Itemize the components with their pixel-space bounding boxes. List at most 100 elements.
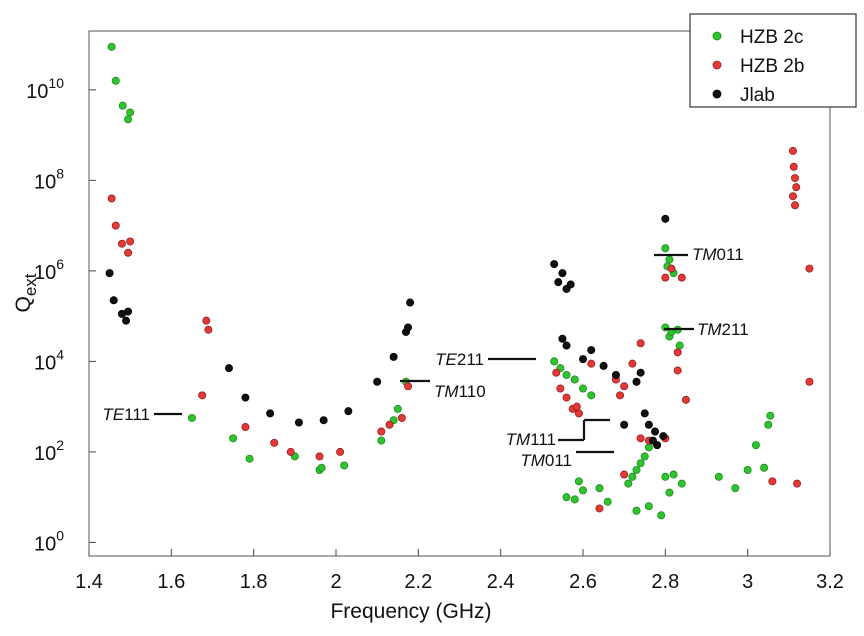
point-hzb-2c [579,486,588,495]
y-axis: 100 102 104 106 108 1010 [26,75,96,555]
point-hzb-2c [229,434,238,443]
point-hzb-2c [562,370,571,379]
legend-label: HZB 2b [740,56,804,77]
point-hzb-2b [673,348,682,357]
y-axis-label: Qext [12,273,40,312]
point-hzb-2c [118,101,127,110]
point-hzb-2b [315,452,324,461]
point-hzb-2c [587,391,596,400]
point-hzb-2c [751,441,760,450]
point-hzb-2b [620,470,629,479]
point-hzb-2c [107,42,116,51]
point-hzb-2b [202,316,211,325]
point-jlab [562,341,571,350]
point-jlab [579,355,588,364]
point-hzb-2b [616,391,625,400]
point-hzb-2b [636,339,645,348]
point-jlab [644,420,653,429]
point-hzb-2c [644,502,653,511]
point-hzb-2c [636,459,645,468]
annotation-tm011: TM011 [692,245,744,264]
point-hzb-2c [665,255,674,264]
point-jlab [632,377,641,386]
point-hzb-2c [245,454,254,463]
point-jlab [241,393,250,402]
point-jlab [611,370,620,379]
annotation-tm211: TM211 [697,320,749,339]
point-hzb-2b [661,273,670,282]
legend-label: Jlab [740,85,775,106]
point-jlab [373,377,382,386]
x-tick-label: 1.6 [157,571,185,593]
point-jlab [659,432,668,441]
point-hzb-2c [661,472,670,481]
point-hzb-2b [587,359,596,368]
point-hzb-2c [632,506,641,515]
point-hzb-2b [385,420,394,429]
legend-marker [712,31,722,41]
x-tick-label: 1.8 [240,571,268,593]
point-hzb-2c [640,452,649,461]
legend-label: HZB 2c [740,27,803,48]
point-hzb-2c [377,436,386,445]
point-hzb-2b [562,393,571,402]
point-hzb-2c [661,244,670,253]
plot-area [88,30,831,557]
annotation-te111: TE111 [102,405,150,424]
x-tick-label: 2 [330,571,341,593]
point-hzb-2c [743,466,752,475]
point-jlab [319,416,328,425]
point-hzb-2c [628,472,637,481]
point-hzb-2b [595,504,604,513]
point-hzb-2c [624,479,633,488]
point-hzb-2b [336,447,345,456]
point-hzb-2c [126,108,135,117]
point-hzb-2c [665,488,674,497]
annotation-tm111: TM111 [506,430,556,449]
point-jlab [124,307,133,316]
annotation-te211: TE211 [435,350,484,369]
point-hzb-2b [241,423,250,432]
x-tick-label: 2.8 [651,571,679,593]
point-hzb-2c [550,357,559,366]
legend-marker [712,89,722,99]
point-jlab [266,409,275,418]
point-hzb-2c [124,115,133,124]
y-tick-label: 106 [34,256,64,284]
point-jlab [550,260,559,269]
point-hzb-2c [570,495,579,504]
point-hzb-2b [286,447,295,456]
annotation-tm011: TM011 [520,451,572,470]
point-jlab [109,296,118,305]
point-jlab [389,352,398,361]
point-jlab [554,278,563,287]
point-jlab [661,214,670,223]
point-hzb-2c [574,477,583,486]
point-hzb-2b [552,368,561,377]
point-hzb-2b [107,194,116,203]
point-hzb-2c [644,443,653,452]
point-hzb-2c [562,493,571,502]
y-tick-label: 108 [34,165,64,193]
point-hzb-2b [789,162,798,171]
x-tick-label: 2.6 [569,571,597,593]
point-jlab [558,269,567,278]
x-tick-label: 3.2 [816,571,844,593]
point-hzb-2b [768,477,777,486]
point-hzb-2c [760,463,769,472]
point-jlab [122,316,131,325]
point-hzb-2c [657,511,666,520]
point-hzb-2b [677,273,686,282]
point-jlab [651,427,660,436]
point-jlab [640,409,649,418]
point-hzb-2b [628,359,637,368]
point-hzb-2b [117,239,126,248]
point-hzb-2c [595,484,604,493]
x-tick-label: 1.4 [75,571,103,593]
point-hzb-2c [764,420,773,429]
x-tick-label: 2.2 [404,571,432,593]
svg-text:Qext: Qext [12,273,40,312]
point-hzb-2c [570,375,579,384]
point-hzb-2b [805,377,814,386]
